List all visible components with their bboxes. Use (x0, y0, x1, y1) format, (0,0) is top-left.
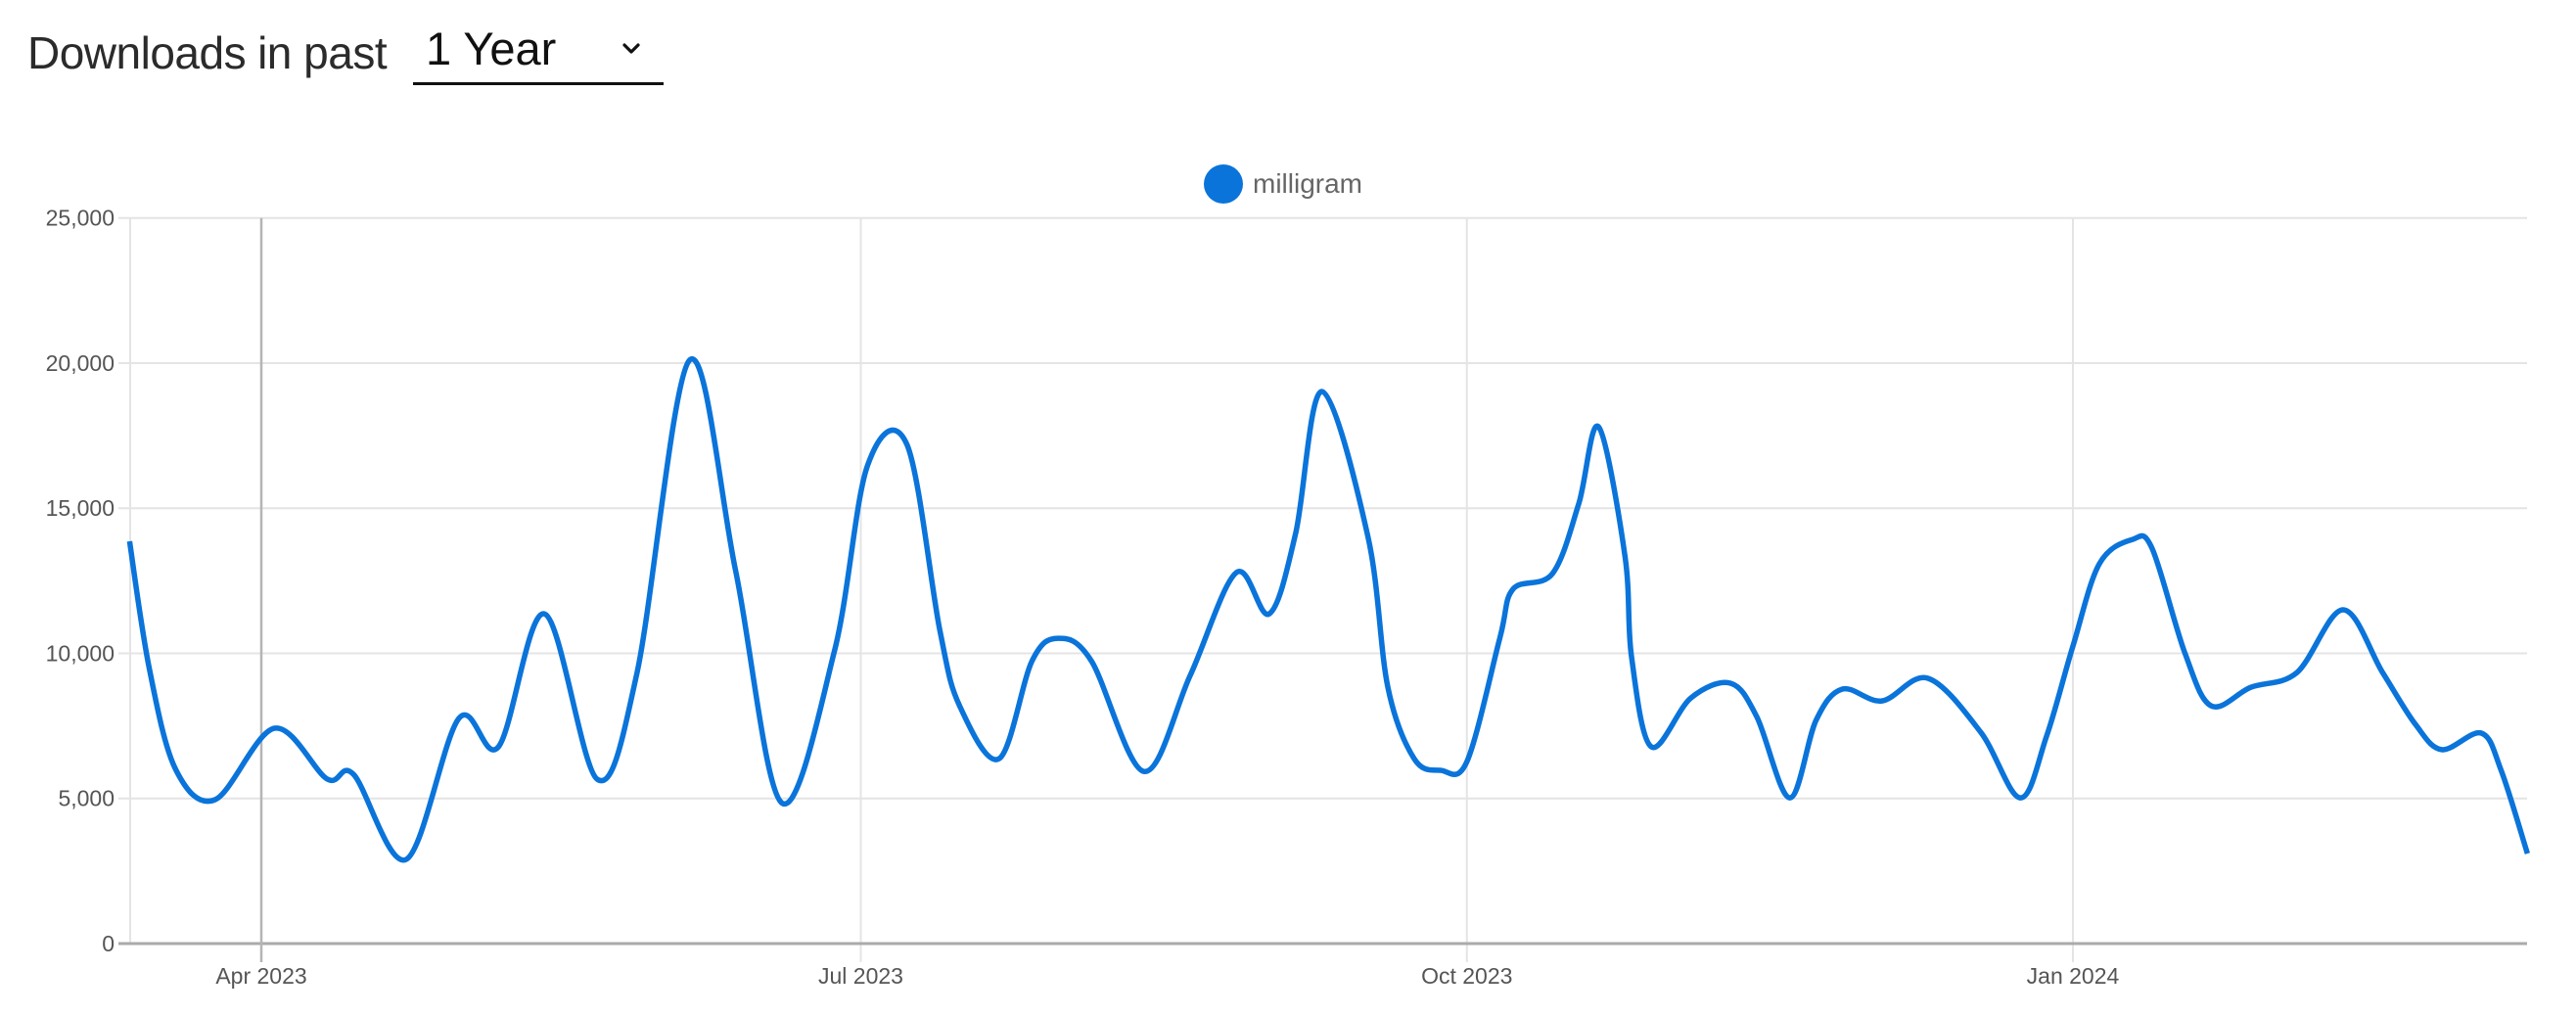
y-tick-label: 5,000 (58, 786, 115, 811)
x-tick-label: Jul 2023 (818, 963, 903, 989)
title-in-past: in past (257, 27, 388, 78)
y-tick-label: 20,000 (46, 350, 115, 376)
time-range-value: 1 Year (426, 23, 557, 74)
legend-label: milligram (1253, 168, 1362, 199)
y-tick-label: 0 (102, 931, 115, 956)
x-axis-ticks: Apr 2023 Jul 2023 Oct 2023 Jan 2024 (215, 963, 2119, 989)
y-tick-label: 15,000 (46, 495, 115, 521)
time-range-select[interactable]: 1 Year (413, 14, 664, 85)
x-tick-label: Jan 2024 (2027, 963, 2120, 989)
x-tick-label: Oct 2023 (1421, 963, 1512, 989)
title-downloads: Downloads (27, 27, 247, 78)
y-tick-label: 10,000 (46, 640, 115, 666)
chart-header: Downloads in past (27, 14, 388, 92)
legend-item-milligram[interactable]: milligram (1204, 164, 1362, 204)
y-tick-label: 25,000 (46, 206, 115, 231)
series-line-milligram[interactable] (126, 355, 2531, 863)
legend-color-dot (1204, 164, 1243, 204)
chevron-down-icon (622, 43, 640, 54)
y-axis-ticks: 0 5,000 10,000 15,000 20,000 25,000 (46, 206, 115, 956)
x-tick-label: Apr 2023 (215, 963, 306, 989)
